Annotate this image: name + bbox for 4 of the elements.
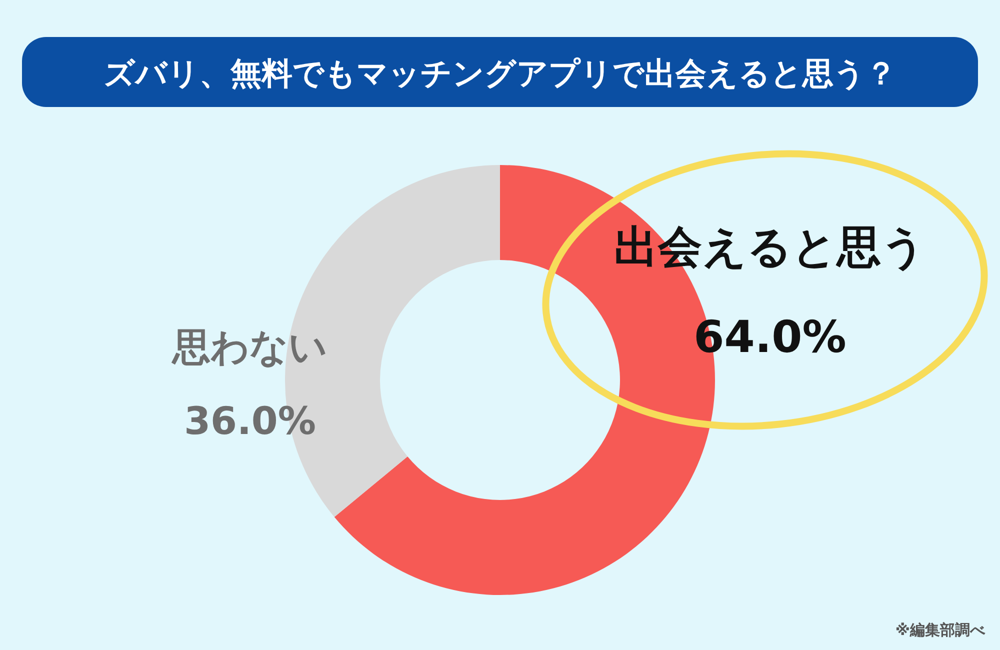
slice-label: 思わない xyxy=(170,325,328,369)
chart-title: ズバリ、無料でもマッチングアプリで出会えると思う？ xyxy=(104,56,896,92)
data-label: 36.0% xyxy=(184,399,316,443)
text: ※編集部調べ xyxy=(895,621,986,639)
